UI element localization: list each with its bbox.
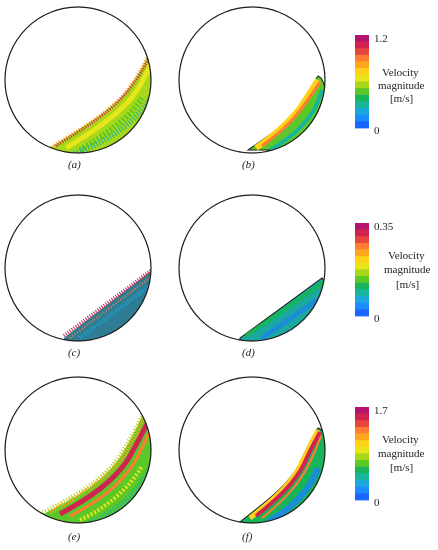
panel-a: (a) [4,6,152,171]
colorbar-3-swatch [355,473,369,481]
panel-d: (d) [178,194,326,359]
continuum-bed-f [238,427,325,523]
particle-bed-a [45,49,151,153]
colorbar-3-swatch [355,453,369,461]
colorbar-2-min: 0 [374,313,380,325]
colorbar-2-max: 0.35 [374,221,394,233]
colorbar-2-unit: [m/s] [396,279,419,291]
colorbar-1-label-line2: magnitude [378,80,425,92]
colorbar-2-swatch [355,256,369,264]
caption-c: (c) [68,347,81,359]
caption-a: (a) [68,159,81,171]
colorbar-2-label-line1: Velocity [388,250,425,262]
particle-bed-c [62,268,151,341]
particle-bed-e [39,411,151,523]
colorbar-2-label-line2: magnitude [384,264,431,276]
colorbar-2-swatch [355,302,369,310]
colorbar-1-gradient [355,35,369,129]
colorbar-1-unit: [m/s] [390,93,413,105]
caption-b: (b) [242,159,255,171]
caption-d: (d) [242,347,255,359]
colorbar-3: 1.7 0 Velocity magnitude [m/s] [355,405,425,509]
drum-outline-c [4,194,152,342]
colorbar-2-swatch [355,296,369,304]
colorbar-2-swatch [355,276,369,284]
drum-outline-d [178,194,326,342]
drum-outline-e [4,376,152,524]
panel-b: (b) [178,6,326,171]
colorbar-3-swatch [355,466,369,474]
colorbar-1-swatch [355,88,369,96]
colorbar-3-swatch [355,486,369,494]
colorbar-3-swatch [355,413,369,421]
colorbar-2-swatch [355,309,369,317]
colorbar-2-gradient [355,223,369,317]
colorbar-2-swatch [355,262,369,270]
colorbar-1-swatch [355,121,369,129]
panel-e: (e) [4,376,152,543]
colorbar-2-swatch [355,229,369,237]
colorbar-2-swatch [355,249,369,257]
colorbar-2-swatch [355,236,369,244]
colorbar-3-swatch [355,460,369,468]
colorbar-1-swatch [355,41,369,49]
colorbar-2-swatch [355,242,369,250]
colorbar-1-swatch [355,48,369,56]
drum-outline-f [178,376,326,524]
colorbar-3-label-line2: magnitude [378,448,425,460]
colorbar-2-swatch [355,289,369,297]
panel-f: (f) [178,376,326,543]
colorbar-3-swatch [355,426,369,434]
colorbar-1-swatch [355,54,369,62]
caption-e: (e) [68,531,81,543]
colorbar-2: 0.35 0 Velocity magnitude [m/s] [355,221,431,325]
colorbar-3-gradient [355,407,369,501]
colorbar-3-max: 1.7 [374,405,388,417]
colorbar-3-unit: [m/s] [390,462,413,474]
caption-f: (f) [242,531,253,543]
colorbar-3-swatch [355,493,369,501]
colorbar-1-swatch [355,94,369,102]
colorbar-1-max: 1.2 [374,33,388,45]
colorbar-3-label-line1: Velocity [382,434,419,446]
drum-outline-b [178,6,326,154]
colorbar-3-swatch [355,446,369,454]
colorbar-1-swatch [355,35,369,43]
continuum-bed-d [239,277,325,341]
colorbar-2-swatch [355,282,369,290]
colorbar-1: 1.2 0 Velocity magnitude [m/s] [355,33,425,137]
colorbar-1-swatch [355,108,369,116]
colorbar-3-swatch [355,407,369,415]
colorbar-1-swatch [355,61,369,69]
colorbar-1-swatch [355,114,369,122]
colorbar-1-label-line1: Velocity [382,67,419,79]
colorbar-3-swatch [355,420,369,428]
colorbar-3-swatch [355,440,369,448]
drum-outline-a [4,6,152,154]
colorbar-1-swatch [355,68,369,76]
colorbar-3-swatch [355,433,369,441]
colorbar-1-swatch [355,81,369,89]
panel-c: (c) [4,194,152,359]
colorbar-1-swatch [355,101,369,109]
colorbar-2-swatch [355,223,369,231]
colorbar-2-swatch [355,269,369,277]
colorbar-3-min: 0 [374,497,380,509]
colorbar-1-min: 0 [374,125,380,137]
colorbar-1-swatch [355,74,369,82]
colorbar-3-swatch [355,480,369,488]
continuum-bed-b [246,75,325,152]
